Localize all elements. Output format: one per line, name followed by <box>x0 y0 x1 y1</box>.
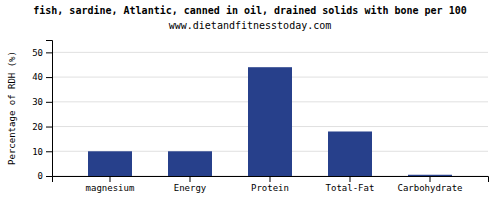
x-tick: Carbohydrate <box>397 176 462 193</box>
tick-label: magnesium <box>86 183 135 193</box>
x-tick: magnesium <box>86 176 135 193</box>
bar <box>88 151 132 176</box>
tick-label: 50 <box>32 48 43 58</box>
tick-label: Carbohydrate <box>397 183 462 193</box>
tick-mark <box>46 77 52 78</box>
x-tick: Energy <box>174 176 207 193</box>
x-tick: Total-Fat <box>326 176 375 193</box>
tick-mark <box>46 127 52 128</box>
tick-mark <box>270 176 271 182</box>
grid-line <box>52 52 488 53</box>
chart: fish, sardine, Atlantic, canned in oil, … <box>0 0 500 200</box>
tick-mark <box>46 151 52 152</box>
title: fish, sardine, Atlantic, canned in oil, … <box>33 5 466 16</box>
tick-mark <box>46 52 52 53</box>
tick-mark <box>190 176 191 182</box>
x-axis: magnesium Energy Protein Total-Fat Carbohydr… <box>53 176 489 193</box>
tick-label: Energy <box>174 183 207 193</box>
tick-label: 0 <box>38 171 43 181</box>
tick-mark <box>430 176 431 182</box>
bar <box>248 67 292 176</box>
tick-label: Protein <box>251 183 289 193</box>
plot: magnesium Energy Protein Total-Fat Carbohydr… <box>32 41 488 194</box>
x-tick: Protein <box>251 176 289 193</box>
tick-label: 40 <box>32 72 43 82</box>
y-tick: 10 <box>32 147 52 157</box>
grid <box>52 52 488 176</box>
tick-mark <box>110 176 111 182</box>
bar <box>168 151 212 176</box>
tick-mark <box>350 176 351 182</box>
y-tick: 0 <box>38 171 52 181</box>
y-tick: 50 <box>32 48 52 58</box>
tick-label: 10 <box>32 147 43 157</box>
y-tick: 40 <box>32 72 52 82</box>
bars <box>88 67 452 176</box>
tick-label: 30 <box>32 97 43 107</box>
tick-mark <box>46 102 52 103</box>
y-tick: 20 <box>32 122 52 132</box>
y-axis-title: Percentage of RDH (%) <box>7 51 17 165</box>
bar <box>408 175 452 176</box>
axis-line <box>53 177 489 183</box>
axis-line <box>46 41 53 177</box>
tick-label: Total-Fat <box>326 183 375 193</box>
y-tick: 30 <box>32 97 52 107</box>
subtitle: www.dietandfitnesstoday.com <box>169 20 332 31</box>
y-axis: 0 10 20 30 40 50 <box>32 41 52 182</box>
bar <box>328 131 372 176</box>
tick-mark <box>46 176 52 177</box>
tick-label: 20 <box>32 122 43 132</box>
